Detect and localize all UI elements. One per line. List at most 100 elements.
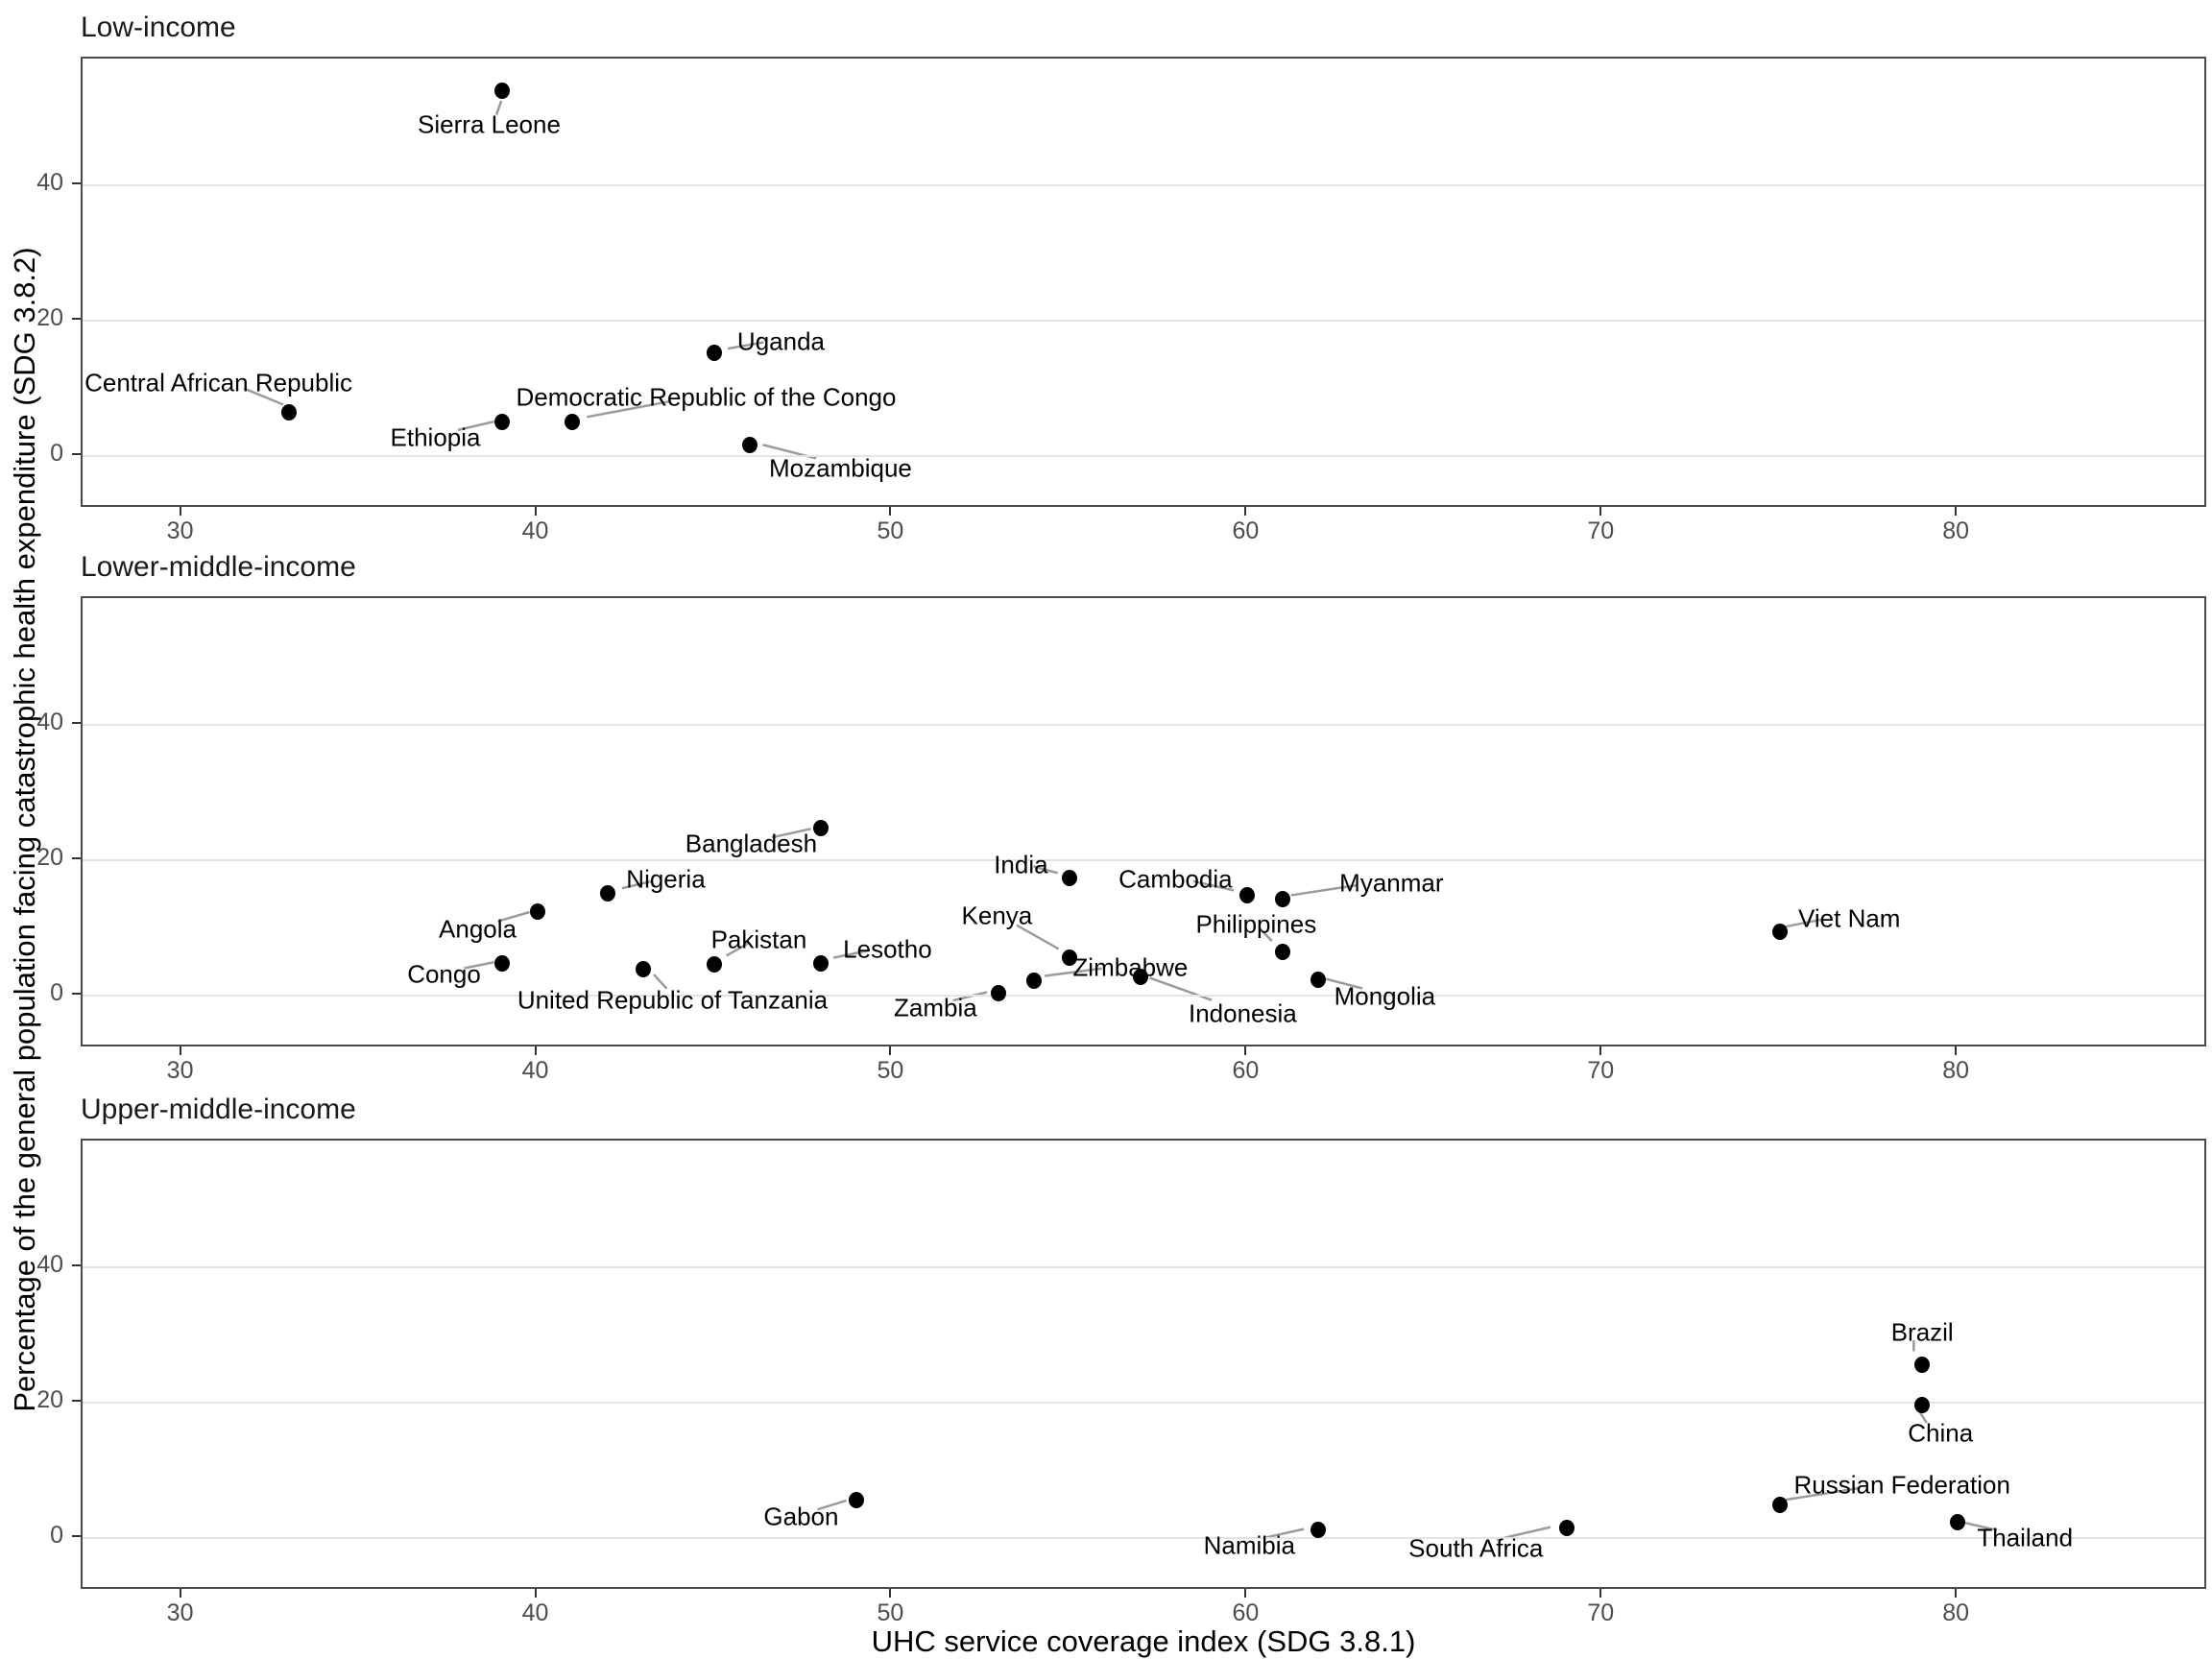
- gridline-y-0: [83, 1536, 2204, 1539]
- y-tick-mark: [72, 992, 81, 995]
- x-tick-label: 80: [1942, 517, 1970, 544]
- y-tick-label: 40: [36, 168, 63, 196]
- data-point: [813, 954, 830, 972]
- panel: Congo Angola Nigeria United Republic of Tan…: [81, 596, 2206, 1046]
- leader-line: [457, 420, 494, 432]
- x-tick-mark: [1599, 1046, 1602, 1055]
- y-tick-label: 20: [36, 1385, 63, 1413]
- gridline-y-40: [83, 1265, 2204, 1268]
- data-point: [707, 956, 723, 974]
- data-point: [813, 820, 830, 837]
- data-point: [1772, 1496, 1789, 1513]
- facet-upper-middle-income: Upper-middle-income Gabon Namibia South Af…: [0, 1094, 2212, 1650]
- data-point: [493, 82, 510, 99]
- facet-low-income: Low-income Sierra Leone Central African R…: [0, 12, 2212, 568]
- y-tick-mark: [72, 1399, 81, 1402]
- y-tick-mark: [72, 1263, 81, 1266]
- country-label: Mongolia: [1334, 981, 1436, 1011]
- data-point: [529, 903, 545, 921]
- country-label: United Republic of Tanzania: [517, 985, 829, 1015]
- gridline-y-40: [83, 183, 2204, 186]
- data-point: [636, 960, 652, 977]
- leader-line: [1290, 883, 1358, 897]
- x-tick-mark: [1244, 1589, 1247, 1598]
- data-point: [991, 984, 1007, 1001]
- facet-title: Lower-middle-income: [81, 551, 356, 583]
- x-tick-mark: [889, 1589, 892, 1598]
- data-point: [1062, 949, 1078, 966]
- country-label: China: [1908, 1418, 1974, 1448]
- leader-line: [494, 100, 503, 116]
- gridline-y-20: [83, 319, 2204, 322]
- gridline-y-0: [83, 454, 2204, 457]
- country-label: Gabon: [763, 1502, 839, 1531]
- leader-line: [1960, 1520, 1998, 1532]
- y-tick-label: 40: [36, 1250, 63, 1278]
- y-tick-label: 0: [50, 1521, 63, 1549]
- x-tick-label: 60: [1232, 517, 1260, 544]
- country-label: Myanmar: [1339, 868, 1444, 898]
- data-point: [849, 1491, 865, 1508]
- data-point: [1914, 1356, 1931, 1373]
- country-label: Congo: [407, 959, 481, 989]
- x-tick-label: 70: [1587, 517, 1615, 544]
- x-tick-mark: [889, 507, 892, 516]
- leader-line: [653, 974, 668, 990]
- leader-line: [726, 942, 749, 957]
- x-tick-mark: [1244, 507, 1247, 516]
- x-tick-mark: [1599, 1589, 1602, 1598]
- leader-line: [1784, 1486, 1861, 1502]
- gridline-y-20: [83, 858, 2204, 861]
- country-label: Cambodia: [1118, 864, 1233, 894]
- data-point: [600, 884, 616, 902]
- data-point: [493, 414, 510, 431]
- data-point: [1950, 1514, 1966, 1531]
- data-point: [1239, 887, 1256, 904]
- leader-line: [1918, 1411, 1928, 1424]
- x-tick-label: 30: [166, 1057, 194, 1084]
- country-label: Thailand: [1977, 1523, 2074, 1552]
- x-tick-mark: [179, 1046, 181, 1055]
- x-tick-mark: [1244, 1046, 1247, 1055]
- country-label: Viet Nam: [1798, 903, 1901, 933]
- leader-lines: [817, 1339, 1998, 1541]
- country-label: Kenya: [961, 901, 1033, 930]
- x-tick-label: 50: [877, 1057, 904, 1084]
- x-tick-mark: [534, 1589, 537, 1598]
- leader-line: [497, 910, 530, 923]
- data-point: [493, 954, 510, 972]
- country-label: Zimbabwe: [1072, 952, 1189, 982]
- x-tick-label: 40: [521, 1057, 549, 1084]
- x-tick-mark: [1955, 1589, 1958, 1598]
- leader-line: [727, 341, 764, 350]
- y-tick-mark: [72, 1534, 81, 1537]
- x-tick-label: 50: [877, 517, 904, 544]
- country-label: Philippines: [1195, 909, 1317, 939]
- leader-line: [1033, 865, 1058, 875]
- data-point: [1559, 1519, 1575, 1536]
- x-tick-mark: [179, 507, 181, 516]
- data-point: [1275, 944, 1291, 961]
- leader-line: [1784, 918, 1823, 928]
- x-tick-label: 40: [521, 1599, 549, 1626]
- x-axis-title: UHC service coverage index (SDG 3.8.1): [871, 1624, 1416, 1658]
- panel: Sierra Leone Central African Republic Ethi…: [81, 57, 2206, 507]
- x-tick-label: 30: [166, 1599, 194, 1626]
- leader-line: [464, 961, 494, 970]
- x-tick-label: 70: [1587, 1057, 1615, 1084]
- country-label: Mozambique: [769, 453, 912, 483]
- x-tick-label: 60: [1232, 1599, 1260, 1626]
- x-tick-label: 50: [877, 1599, 904, 1626]
- data-point: [707, 345, 723, 362]
- x-tick-mark: [1955, 1046, 1958, 1055]
- country-label: Lesotho: [843, 934, 932, 964]
- data-point: [1133, 969, 1149, 986]
- x-tick-label: 40: [521, 517, 549, 544]
- leader-line: [1192, 879, 1235, 892]
- x-tick-mark: [179, 1589, 181, 1598]
- y-tick-label: 0: [50, 439, 63, 467]
- leader-line: [817, 1499, 848, 1511]
- y-tick-label: 20: [36, 303, 63, 331]
- country-label: Central African Republic: [84, 368, 353, 397]
- leader-line: [771, 828, 811, 839]
